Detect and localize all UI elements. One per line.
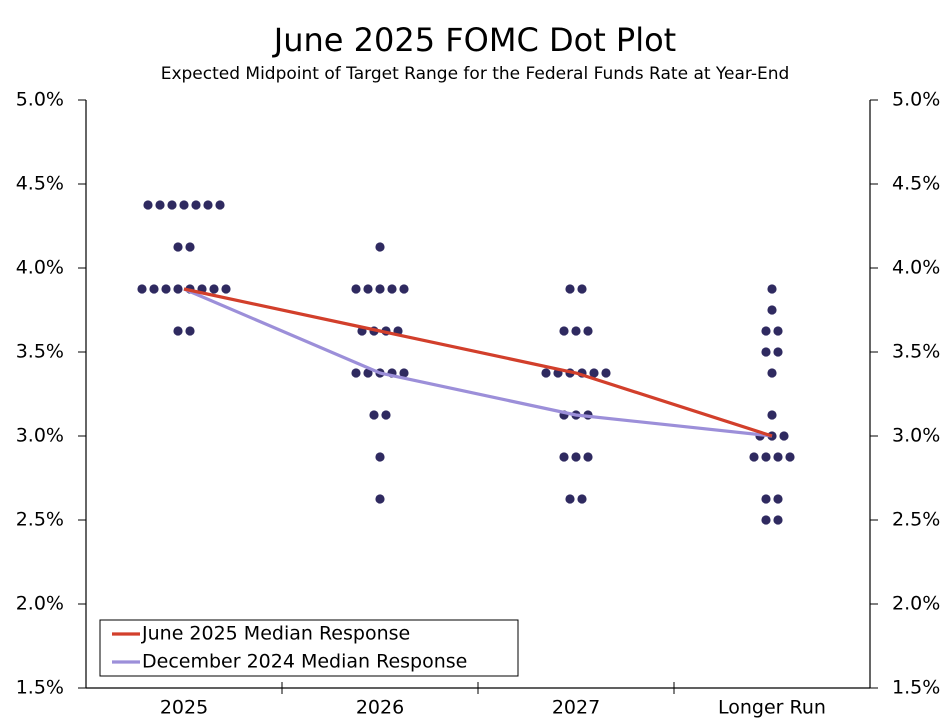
dot xyxy=(761,515,771,525)
dot xyxy=(399,284,409,294)
median-line xyxy=(183,287,773,438)
y2-tick-label: 3.5% xyxy=(892,341,940,363)
dot xyxy=(773,347,783,357)
dot xyxy=(215,200,225,210)
dot xyxy=(363,284,373,294)
dot xyxy=(773,515,783,525)
dot xyxy=(173,284,183,294)
chart-title: June 2025 FOMC Dot Plot xyxy=(272,21,676,59)
y2-tick-label: 5.0% xyxy=(892,89,940,111)
y-tick-label: 4.5% xyxy=(16,173,64,195)
y-tick-label: 3.5% xyxy=(16,341,64,363)
dot xyxy=(767,305,777,315)
dot xyxy=(749,452,759,462)
dot xyxy=(589,368,599,378)
legend-label: June 2025 Median Response xyxy=(141,623,410,645)
dot xyxy=(375,494,385,504)
dot xyxy=(761,494,771,504)
y2-tick-label: 3.0% xyxy=(892,425,940,447)
dot xyxy=(767,410,777,420)
chart-subtitle: Expected Midpoint of Target Range for th… xyxy=(161,64,790,84)
dot xyxy=(583,452,593,462)
dot xyxy=(375,242,385,252)
dot xyxy=(559,326,569,336)
dot xyxy=(761,347,771,357)
y-tick-label: 4.0% xyxy=(16,257,64,279)
dot xyxy=(155,200,165,210)
dot xyxy=(773,452,783,462)
y2-tick-label: 4.5% xyxy=(892,173,940,195)
dot xyxy=(767,368,777,378)
median-line xyxy=(183,287,773,438)
dot xyxy=(369,410,379,420)
dot xyxy=(761,452,771,462)
dot xyxy=(203,200,213,210)
dot xyxy=(773,494,783,504)
dot xyxy=(779,431,789,441)
x-tick-label: 2026 xyxy=(356,697,404,719)
dot xyxy=(137,284,147,294)
dot xyxy=(565,494,575,504)
dot xyxy=(541,368,551,378)
dot xyxy=(351,284,361,294)
dot xyxy=(351,368,361,378)
dot xyxy=(167,200,177,210)
dot xyxy=(363,368,373,378)
dot xyxy=(387,284,397,294)
dot xyxy=(375,284,385,294)
dot xyxy=(559,452,569,462)
y-tick-label: 3.0% xyxy=(16,425,64,447)
dot xyxy=(173,242,183,252)
dot xyxy=(143,200,153,210)
y-tick-label: 2.0% xyxy=(16,593,64,615)
x-tick-label: 2027 xyxy=(552,697,600,719)
dot xyxy=(399,368,409,378)
dot xyxy=(767,284,777,294)
y-tick-label: 1.5% xyxy=(16,677,64,699)
y2-tick-label: 2.0% xyxy=(892,593,940,615)
y2-tick-label: 1.5% xyxy=(892,677,940,699)
dot xyxy=(571,326,581,336)
dot xyxy=(185,326,195,336)
dot xyxy=(191,200,201,210)
dot xyxy=(179,200,189,210)
dot xyxy=(565,284,575,294)
dot xyxy=(161,284,171,294)
legend-box xyxy=(99,619,519,677)
dot xyxy=(785,452,795,462)
dot xyxy=(221,284,231,294)
dot xyxy=(375,452,385,462)
dot xyxy=(571,452,581,462)
dot xyxy=(583,326,593,336)
dot xyxy=(381,410,391,420)
legend-label: December 2024 Median Response xyxy=(142,651,467,673)
y2-tick-label: 2.5% xyxy=(892,509,940,531)
dot xyxy=(149,284,159,294)
y2-tick-label: 4.0% xyxy=(892,257,940,279)
x-tick-label: 2025 xyxy=(160,697,208,719)
dot xyxy=(577,284,587,294)
x-tick-label: Longer Run xyxy=(718,697,826,719)
y-tick-label: 5.0% xyxy=(16,89,64,111)
y-tick-label: 2.5% xyxy=(16,509,64,531)
dot xyxy=(761,326,771,336)
dot xyxy=(773,326,783,336)
dot xyxy=(173,326,183,336)
dot xyxy=(209,284,219,294)
dot xyxy=(577,494,587,504)
dot xyxy=(185,242,195,252)
dot xyxy=(601,368,611,378)
